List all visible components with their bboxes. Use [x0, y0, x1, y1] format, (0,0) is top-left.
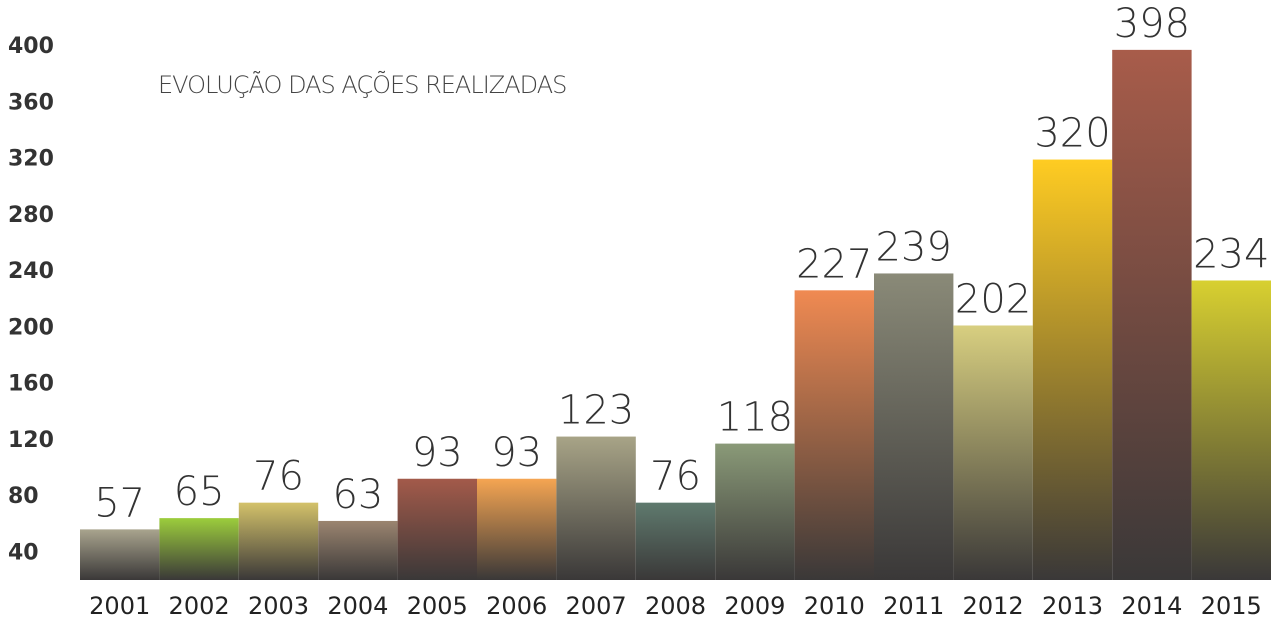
x-tick-label: 2013 [1042, 592, 1103, 618]
bar [874, 273, 954, 580]
bar [397, 478, 477, 580]
x-tick-label: 2004 [327, 592, 388, 618]
value-label: 118 [717, 395, 793, 441]
y-tick-label: 320 [8, 147, 54, 172]
value-label: 65 [174, 469, 225, 515]
value-label: 234 [1193, 231, 1269, 277]
value-label: 93 [491, 430, 542, 476]
y-tick-label: 360 [8, 90, 54, 115]
x-tick-label: 2001 [89, 592, 150, 618]
y-tick-label: 160 [8, 372, 54, 397]
x-tick-label: 2009 [724, 592, 785, 618]
x-tick-label: 2005 [407, 592, 468, 618]
y-tick-label: 120 [8, 428, 54, 453]
value-label: 202 [955, 276, 1031, 322]
value-label: 63 [332, 472, 383, 518]
bar [238, 502, 319, 580]
x-tick-label: 2010 [804, 592, 865, 618]
bar [556, 436, 636, 580]
y-tick-label: 280 [8, 203, 54, 228]
bar [635, 502, 716, 580]
chart-title: EVOLUÇÃO DAS AÇÕES REALIZADAS [158, 70, 566, 99]
y-tick-label: 240 [8, 259, 54, 284]
bar [715, 443, 795, 580]
value-label: 123 [558, 388, 634, 434]
value-label: 239 [876, 224, 952, 270]
value-label: 76 [650, 454, 701, 500]
y-tick-label: 40 [8, 540, 39, 565]
value-label: 320 [1034, 111, 1110, 157]
value-label: 93 [412, 430, 463, 476]
bar [318, 520, 398, 580]
x-tick-label: 2002 [169, 592, 230, 618]
x-tick-label: 2003 [248, 592, 309, 618]
bar [794, 290, 874, 580]
y-tick-label: 200 [8, 315, 54, 340]
y-tick-label: 80 [8, 484, 39, 509]
x-tick-label: 2015 [1201, 592, 1262, 618]
x-tick-label: 2006 [486, 592, 547, 618]
bar [953, 325, 1033, 580]
bar [1191, 280, 1271, 580]
value-label: 57 [94, 480, 145, 526]
x-tick-label: 2012 [963, 592, 1024, 618]
value-label: 227 [796, 241, 872, 287]
bar [80, 529, 160, 580]
bar [477, 478, 557, 580]
x-tick-label: 2014 [1121, 592, 1182, 618]
value-label: 398 [1114, 1, 1190, 47]
bar [1032, 159, 1113, 580]
x-tick-label: 2007 [566, 592, 627, 618]
y-tick-label: 400 [8, 34, 54, 59]
x-tick-label: 2008 [645, 592, 706, 618]
bar [1112, 49, 1192, 581]
bar [159, 518, 239, 580]
x-tick-label: 2011 [883, 592, 944, 618]
value-label: 76 [253, 454, 304, 500]
